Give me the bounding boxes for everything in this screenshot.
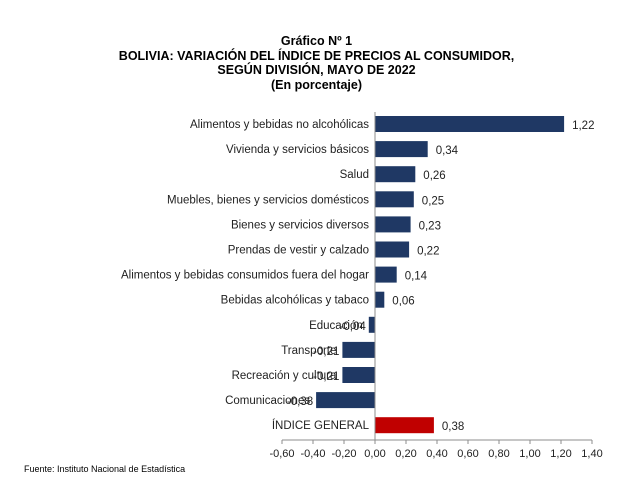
value-label-9: -0,21: [313, 346, 339, 358]
value-label-10: -0,21: [313, 371, 339, 383]
category-label-6: Alimentos y bebidas consumidos fuera del…: [121, 270, 369, 282]
x-tick-label-10: 1,40: [581, 448, 602, 460]
x-tick-label-8: 1,00: [519, 448, 540, 460]
x-tick-label-6: 0,60: [457, 448, 478, 460]
chart-title-line-1: Gráfico Nº 1: [280, 34, 353, 48]
bar-2: [375, 166, 416, 183]
x-tick-label-5: 0,40: [426, 448, 447, 460]
category-label-7: Bebidas alcohólicas y tabaco: [221, 295, 369, 307]
x-tick-label-2: -0,20: [331, 448, 356, 460]
bar-8: [368, 316, 375, 333]
value-label-3: 0,25: [422, 195, 444, 207]
bar-10: [342, 367, 375, 383]
value-label-0: 1,22: [572, 120, 594, 132]
x-tick-label-9: 1,20: [550, 448, 571, 460]
bar-3: [375, 191, 414, 208]
category-label-1: Vivienda y servicios básicos: [226, 144, 369, 156]
bar-4: [375, 216, 411, 233]
source-note: Fuente: Instituto Nacional de Estadístic…: [24, 464, 186, 474]
value-label-4: 0,23: [419, 220, 441, 232]
category-label-10: Recreación y cultura: [232, 370, 337, 382]
category-label-3: Muebles, bienes y servicios domésticos: [167, 194, 369, 206]
bar-0: [375, 116, 565, 132]
x-tick-label-3: 0,00: [364, 448, 385, 460]
bar-11: [316, 392, 375, 409]
value-label-1: 0,34: [436, 145, 459, 157]
category-label-8: Educación: [309, 320, 363, 332]
bar-9: [342, 341, 375, 358]
bar-12: [375, 417, 434, 434]
x-tick-label-7: 0,80: [488, 448, 509, 460]
category-label-0: Alimentos y bebidas no alcohólicas: [190, 119, 369, 131]
x-tick-label-4: 0,20: [395, 448, 416, 460]
chart-title-line-4: (En porcentaje): [271, 77, 362, 92]
x-tick-label-0: -0,60: [269, 448, 294, 460]
category-label-5: Prendas de vestir y calzado: [228, 245, 369, 257]
value-label-2: 0,26: [423, 170, 445, 182]
chart-title-line-2: BOLIVIA: VARIACIÓN DEL ÍNDICE DE PRECIOS…: [118, 48, 515, 63]
x-tick-label-1: -0,40: [300, 448, 325, 460]
category-label-12: ÍNDICE GENERAL: [272, 419, 370, 432]
chart-title-line-3: SEGÚN DIVISIÓN, MAYO DE 2022: [217, 63, 416, 77]
category-label-4: Bienes y servicios diversos: [231, 219, 369, 231]
bar-7: [375, 291, 385, 308]
bar-1: [375, 141, 428, 158]
chart-title-block: Gráfico Nº 1 BOLIVIA: VARIACIÓN DEL ÍNDI…: [0, 34, 633, 92]
value-label-12: 0,38: [442, 421, 464, 433]
value-label-8: -0,04: [340, 321, 367, 333]
bar-6: [375, 266, 397, 283]
value-label-11: -0,38: [287, 396, 313, 408]
value-label-7: 0,06: [392, 296, 414, 308]
bar-5: [375, 241, 410, 258]
category-label-11: Comunicaciones: [225, 395, 310, 407]
value-label-6: 0,14: [405, 271, 428, 283]
category-label-2: Salud: [340, 169, 369, 181]
category-label-9: Transporte: [281, 345, 336, 357]
value-label-5: 0,22: [417, 246, 439, 258]
